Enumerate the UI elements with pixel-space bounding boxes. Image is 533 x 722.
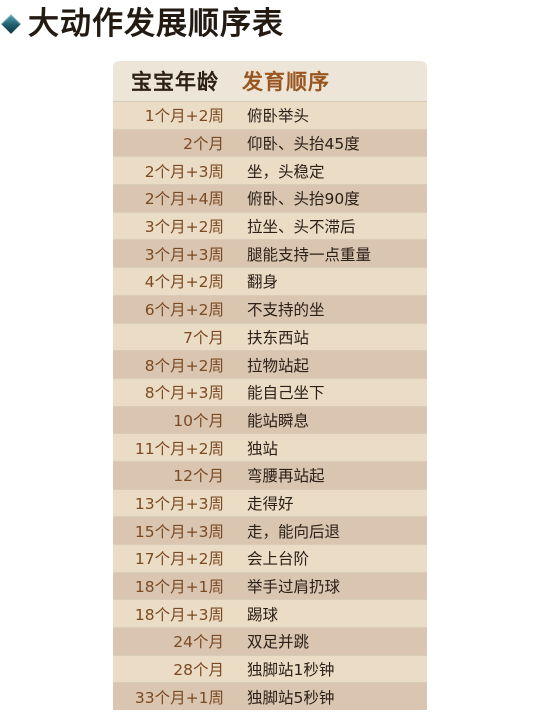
age-cell: 3个月+3周 bbox=[144, 245, 224, 264]
diamond-bullet-icon bbox=[1, 14, 21, 34]
age-cell: 2个月+3周 bbox=[144, 162, 224, 181]
age-cell: 17个月+2周 bbox=[134, 550, 224, 569]
age-cell: 28个月 bbox=[173, 661, 224, 680]
skill-cell: 踢球 bbox=[247, 605, 279, 624]
table-body: 1个月+2周 俯卧举头 2个月 仰卧、头抬45度 2个月+3周 坐，头稳定 2个月+4周 俯卧… bbox=[113, 101, 427, 710]
table-row: 11个月+2周 独站 bbox=[113, 433, 427, 461]
age-cell: 10个月 bbox=[173, 411, 224, 430]
skill-cell: 拉物站起 bbox=[247, 356, 310, 375]
skill-cell: 会上台阶 bbox=[247, 550, 310, 569]
title-bar: 大动作发展顺序表 bbox=[1, 2, 284, 46]
table-row: 8个月+2周 拉物站起 bbox=[113, 350, 427, 378]
age-cell: 2个月+4周 bbox=[144, 190, 224, 209]
table-row: 17个月+2周 会上台阶 bbox=[113, 544, 427, 572]
skill-cell: 仰卧、头抬45度 bbox=[247, 135, 360, 154]
table-row: 10个月 能站瞬息 bbox=[113, 405, 427, 434]
age-cell: 15个月+3周 bbox=[134, 522, 224, 541]
table-row: 18个月+1周 举手过肩扔球 bbox=[113, 571, 427, 600]
table-row: 8个月+3周 能自己坐下 bbox=[113, 377, 427, 406]
table-row: 33个月+1周 独脚站5秒钟 bbox=[113, 682, 427, 710]
table-row: 2个月+4周 俯卧、头抬90度 bbox=[113, 184, 427, 212]
skill-cell: 俯卧举头 bbox=[247, 107, 310, 126]
age-cell: 7个月 bbox=[183, 328, 224, 347]
table-row: 3个月+2周 拉坐、头不滞后 bbox=[113, 211, 427, 240]
age-cell: 24个月 bbox=[173, 633, 224, 652]
table-row: 24个月 双足并跳 bbox=[113, 627, 427, 655]
table-row: 7个月 扶东西站 bbox=[113, 322, 427, 351]
table-row: 3个月+3周 腿能支持一点重量 bbox=[113, 239, 427, 268]
age-cell: 11个月+2周 bbox=[134, 439, 224, 458]
skill-cell: 能站瞬息 bbox=[247, 411, 310, 430]
age-cell: 3个月+2周 bbox=[144, 218, 224, 237]
age-cell: 6个月+2周 bbox=[144, 301, 224, 320]
table-row: 2个月 仰卧、头抬45度 bbox=[113, 128, 427, 157]
header-skill: 发育顺序 bbox=[242, 69, 330, 94]
age-cell: 33个月+1周 bbox=[134, 688, 224, 707]
age-cell: 4个月+2周 bbox=[144, 273, 224, 292]
age-cell: 2个月 bbox=[183, 135, 224, 154]
skill-cell: 举手过肩扔球 bbox=[247, 578, 341, 597]
header-age: 宝宝年龄 bbox=[131, 69, 219, 94]
skill-cell: 腿能支持一点重量 bbox=[247, 245, 372, 264]
skill-cell: 弯腰再站起 bbox=[247, 467, 325, 486]
development-table: 宝宝年龄 发育顺序 1个月+2周 俯卧举头 2个月 仰卧、头抬45度 2个月+3周 坐，头… bbox=[113, 61, 427, 710]
age-cell: 13个月+3周 bbox=[134, 494, 224, 513]
skill-cell: 独脚站1秒钟 bbox=[247, 661, 335, 680]
table-header: 宝宝年龄 发育顺序 bbox=[113, 61, 427, 101]
skill-cell: 走得好 bbox=[247, 494, 294, 513]
age-cell: 18个月+3周 bbox=[134, 605, 224, 624]
skill-cell: 双足并跳 bbox=[247, 633, 310, 652]
table-row: 2个月+3周 坐，头稳定 bbox=[113, 156, 427, 185]
table-row: 12个月 弯腰再站起 bbox=[113, 460, 427, 489]
skill-cell: 独脚站5秒钟 bbox=[247, 688, 335, 707]
skill-cell: 不支持的坐 bbox=[247, 301, 325, 320]
age-cell: 8个月+2周 bbox=[144, 356, 224, 375]
skill-cell: 扶东西站 bbox=[247, 328, 310, 347]
skill-cell: 俯卧、头抬90度 bbox=[247, 190, 360, 209]
skill-cell: 能自己坐下 bbox=[247, 384, 325, 403]
table-row: 18个月+3周 踢球 bbox=[113, 599, 427, 628]
skill-cell: 拉坐、头不滞后 bbox=[247, 218, 356, 237]
skill-cell: 翻身 bbox=[247, 273, 279, 292]
age-cell: 8个月+3周 bbox=[144, 384, 224, 403]
skill-cell: 独站 bbox=[247, 439, 279, 458]
skill-cell: 走，能向后退 bbox=[247, 522, 341, 541]
table-row: 15个月+3周 走，能向后退 bbox=[113, 516, 427, 544]
table-row: 4个月+2周 翻身 bbox=[113, 267, 427, 295]
table-row: 28个月 独脚站1秒钟 bbox=[113, 654, 427, 683]
table-row: 6个月+2周 不支持的坐 bbox=[113, 294, 427, 323]
table-row: 1个月+2周 俯卧举头 bbox=[113, 101, 427, 129]
table-row: 13个月+3周 走得好 bbox=[113, 488, 427, 517]
page-title: 大动作发展顺序表 bbox=[28, 6, 284, 42]
age-cell: 12个月 bbox=[173, 467, 224, 486]
age-cell: 1个月+2周 bbox=[144, 107, 224, 126]
skill-cell: 坐，头稳定 bbox=[247, 162, 325, 181]
age-cell: 18个月+1周 bbox=[134, 578, 224, 597]
